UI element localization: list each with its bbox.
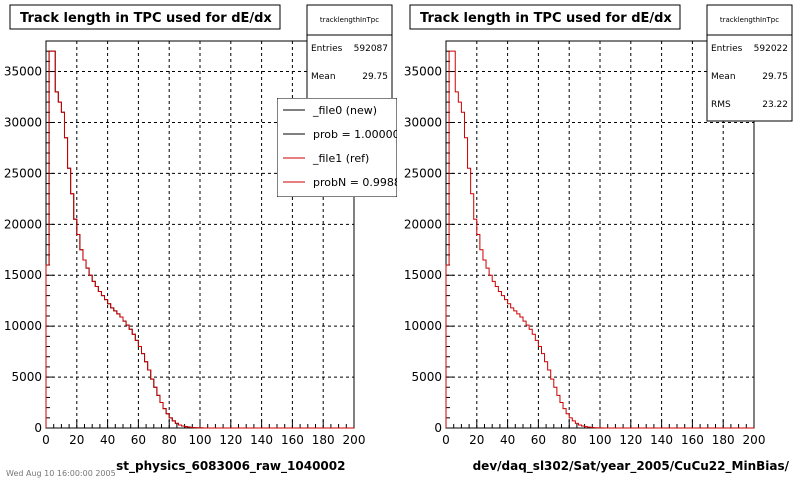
stats-label: Entries bbox=[711, 44, 743, 54]
x-tick-label: 120 bbox=[219, 433, 242, 447]
y-tick-label: 25000 bbox=[4, 166, 42, 180]
y-tick-label: 10000 bbox=[404, 319, 442, 333]
stats-value: 592087 bbox=[354, 44, 388, 54]
y-tick-label: 0 bbox=[434, 421, 442, 435]
legend-body: _file0 (new) prob = 1.000000 _file1 (ref) p… bbox=[277, 98, 415, 197]
y-tick-label: 20000 bbox=[404, 217, 442, 231]
axis-ticks bbox=[45, 40, 355, 429]
y-tick-label: 10000 bbox=[4, 319, 42, 333]
legend-entry: probN = 0.998847 bbox=[283, 176, 415, 189]
histogram-series-line bbox=[45, 50, 354, 429]
x-tick-label: 0 bbox=[442, 433, 450, 447]
legend-entry: _file0 (new) bbox=[283, 104, 377, 117]
y-tick-label: 25000 bbox=[404, 166, 442, 180]
y-tick-label: 5000 bbox=[411, 370, 442, 384]
x-tick-label: 40 bbox=[100, 433, 115, 447]
footer-timestamp: Wed Aug 10 16:00:00 2005 bbox=[6, 469, 116, 478]
x-tick-label: 80 bbox=[562, 433, 577, 447]
x-tick-label: 20 bbox=[69, 433, 84, 447]
chart-title: Track length in TPC used for dE/dx bbox=[420, 11, 672, 26]
stats-box bbox=[706, 4, 793, 122]
x-tick-label: 200 bbox=[743, 433, 766, 447]
stats-label: Mean bbox=[711, 72, 736, 82]
legend: _file0 (new) prob = 1.000000 _file1 (ref) p… bbox=[277, 98, 415, 197]
x-tick-label: 120 bbox=[619, 433, 642, 447]
y-tick-label: 30000 bbox=[404, 115, 442, 129]
stats-label: Entries bbox=[311, 44, 343, 54]
stats-label: RMS bbox=[711, 100, 731, 110]
x-tick-label: 160 bbox=[281, 433, 304, 447]
legend-label: probN = 0.998847 bbox=[313, 176, 415, 189]
stats-box-name: tracklengthInTpc bbox=[320, 16, 379, 24]
x-tick-label: 160 bbox=[681, 433, 704, 447]
x-tick-label: 140 bbox=[650, 433, 673, 447]
title-box bbox=[409, 4, 681, 30]
legend-label: _file0 (new) bbox=[312, 104, 377, 117]
stats-box-name: tracklengthInTpc bbox=[720, 16, 779, 24]
x-tick-label: 40 bbox=[500, 433, 515, 447]
y-tick-label: 30000 bbox=[4, 115, 42, 129]
x-axis-label: st_physics_6083006_raw_1040002 bbox=[116, 459, 345, 474]
y-tick-label: 15000 bbox=[404, 268, 442, 282]
legend-label: _file1 (ref) bbox=[312, 152, 369, 165]
x-tick-label: 200 bbox=[343, 433, 366, 447]
x-tick-label: 180 bbox=[312, 433, 335, 447]
x-tick-label: 80 bbox=[162, 433, 177, 447]
y-tick-label: 20000 bbox=[4, 217, 42, 231]
y-tick-label: 15000 bbox=[4, 268, 42, 282]
legend-entry: _file1 (ref) bbox=[283, 152, 369, 165]
y-tick-label: 5000 bbox=[11, 370, 42, 384]
stats-value: 23.22 bbox=[762, 100, 788, 110]
legend-label: prob = 1.000000 bbox=[313, 128, 407, 141]
histogram-series-line bbox=[445, 50, 754, 429]
chart-title: Track length in TPC used for dE/dx bbox=[20, 11, 272, 26]
title-box bbox=[9, 4, 281, 30]
x-tick-label: 180 bbox=[712, 433, 735, 447]
x-tick-label: 100 bbox=[589, 433, 612, 447]
x-tick-label: 100 bbox=[189, 433, 212, 447]
y-tick-label: 35000 bbox=[404, 65, 442, 79]
x-tick-label: 20 bbox=[469, 433, 484, 447]
stats-value: 29.75 bbox=[362, 72, 388, 82]
y-tick-label: 35000 bbox=[4, 65, 42, 79]
x-tick-label: 60 bbox=[531, 433, 546, 447]
x-axis-label: dev/daq_sl302/Sat/year_2005/CuCu22_MinBi… bbox=[473, 459, 790, 474]
stats-value: 592022 bbox=[754, 44, 788, 54]
x-tick-label: 0 bbox=[42, 433, 50, 447]
stats-label: Mean bbox=[311, 72, 336, 82]
legend-entry: prob = 1.000000 bbox=[283, 128, 407, 141]
right-histogram-panel: 0 20 40 60 80 100 120 140 160 180 200 0 5000 10000 150… bbox=[404, 4, 793, 474]
stats-value: 29.75 bbox=[762, 72, 788, 82]
y-tick-label: 0 bbox=[34, 421, 42, 435]
x-tick-label: 60 bbox=[131, 433, 146, 447]
left-histogram-panel: 0 20 40 60 80 100 120 140 160 180 200 0 5000 10000 150… bbox=[4, 4, 415, 474]
legend-frame bbox=[277, 98, 397, 197]
x-tick-label: 140 bbox=[250, 433, 273, 447]
